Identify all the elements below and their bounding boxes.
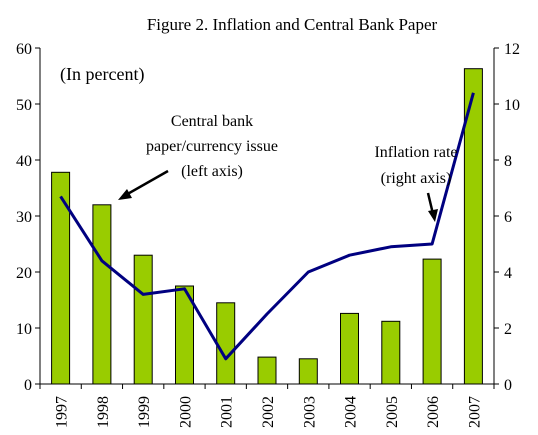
- inflation-line: [59, 92, 475, 361]
- bar-2004: [340, 312, 359, 385]
- left-tick-label: 10: [16, 321, 32, 338]
- chart-subtitle: (In percent): [60, 64, 144, 85]
- bar-2005: [381, 320, 401, 385]
- x-tick-label-2004: 2004: [343, 396, 360, 428]
- annotation-right: Inflation rate (right axis): [374, 144, 458, 222]
- right-tick-label: 4: [504, 265, 512, 282]
- annotation-left-arrow: [123, 169, 169, 198]
- annotation-left-line-2: paper/currency issue: [146, 138, 278, 155]
- annotation-right-line-1: Inflation rate: [374, 144, 457, 161]
- tick-labels: 0 10 20 30 40 50 60 0 2 4 6 8 10 12 1997 1998 1999 2000 20…: [16, 41, 520, 428]
- bar-2006: [422, 258, 442, 385]
- bar-series: [51, 68, 483, 385]
- x-tick-label-2005: 2005: [384, 396, 401, 428]
- x-tick-label-2002: 2002: [260, 396, 277, 428]
- annotation-left-arrowhead: [118, 189, 132, 200]
- right-tick-label: 6: [504, 209, 512, 226]
- annotation-left-line-3: (left axis): [181, 163, 243, 180]
- x-tick-label-2007: 2007: [466, 396, 483, 428]
- left-tick-label: 40: [16, 153, 32, 170]
- x-tick-label-2003: 2003: [301, 396, 318, 428]
- chart-title: Figure 2. Inflation and Central Bank Pap…: [147, 15, 438, 34]
- x-tick-label-1999: 1999: [136, 396, 153, 428]
- left-tick-label: 30: [16, 209, 32, 226]
- right-tick-label: 8: [504, 153, 512, 170]
- line-series: [59, 92, 475, 361]
- right-tick-label: 0: [504, 377, 512, 394]
- x-tick-label-1997: 1997: [54, 396, 71, 428]
- bar-2003: [298, 358, 318, 385]
- annotation-left-line-1: Central bank: [171, 113, 253, 130]
- left-tick-label: 50: [16, 97, 32, 114]
- annotation-right-arrowhead: [428, 209, 438, 222]
- right-tick-label: 10: [504, 97, 520, 114]
- axes: [35, 47, 499, 389]
- x-tick-label-2006: 2006: [425, 396, 442, 428]
- bar-1999: [133, 254, 153, 385]
- right-tick-label: 2: [504, 321, 512, 338]
- left-tick-label: 20: [16, 265, 32, 282]
- x-tick-label-2001: 2001: [219, 396, 236, 428]
- left-tick-label: 0: [24, 377, 32, 394]
- annotation-right-line-2: (right axis): [381, 170, 452, 187]
- bar-2001: [216, 302, 236, 385]
- right-tick-label: 12: [504, 41, 520, 58]
- annotation-left: Central bank paper/currency issue (left …: [118, 113, 278, 200]
- bar-1998: [92, 204, 112, 385]
- left-tick-label: 60: [16, 41, 32, 58]
- bar-2002: [257, 356, 277, 385]
- x-tick-label-2000: 2000: [177, 396, 194, 428]
- x-tick-label-1998: 1998: [95, 396, 112, 428]
